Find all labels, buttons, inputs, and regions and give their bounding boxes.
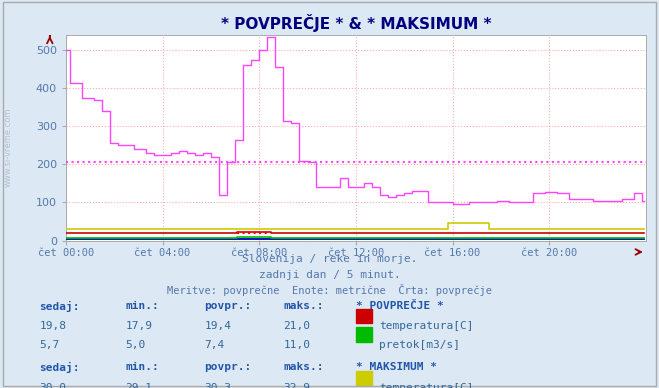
Text: 17,9: 17,9	[125, 321, 152, 331]
Text: 19,8: 19,8	[40, 321, 67, 331]
Text: 29,1: 29,1	[125, 383, 152, 388]
Text: zadnji dan / 5 minut.: zadnji dan / 5 minut.	[258, 270, 401, 280]
Text: sedaj:: sedaj:	[40, 301, 80, 312]
Text: * MAKSIMUM *: * MAKSIMUM *	[356, 362, 437, 372]
Text: 5,7: 5,7	[40, 340, 60, 350]
Text: 11,0: 11,0	[283, 340, 310, 350]
Text: Meritve: povprečne  Enote: metrične  Črta: povprečje: Meritve: povprečne Enote: metrične Črta:…	[167, 284, 492, 296]
Text: 7,4: 7,4	[204, 340, 225, 350]
Text: * POVPREČJE *: * POVPREČJE *	[356, 301, 444, 311]
Text: pretok[m3/s]: pretok[m3/s]	[379, 340, 460, 350]
Text: 5,0: 5,0	[125, 340, 146, 350]
Title: * POVPREČJE * & * MAKSIMUM *: * POVPREČJE * & * MAKSIMUM *	[221, 14, 491, 32]
Text: povpr.:: povpr.:	[204, 362, 252, 372]
Text: 19,4: 19,4	[204, 321, 231, 331]
Text: temperatura[C]: temperatura[C]	[379, 383, 473, 388]
Text: Slovenija / reke in morje.: Slovenija / reke in morje.	[242, 254, 417, 264]
Text: 30,0: 30,0	[40, 383, 67, 388]
Text: maks.:: maks.:	[283, 362, 324, 372]
Text: 32,9: 32,9	[283, 383, 310, 388]
Text: sedaj:: sedaj:	[40, 362, 80, 373]
Text: 21,0: 21,0	[283, 321, 310, 331]
Text: povpr.:: povpr.:	[204, 301, 252, 311]
Text: min.:: min.:	[125, 362, 159, 372]
Text: min.:: min.:	[125, 301, 159, 311]
Text: 30,3: 30,3	[204, 383, 231, 388]
Text: www.si-vreme.com: www.si-vreme.com	[4, 108, 13, 187]
Text: temperatura[C]: temperatura[C]	[379, 321, 473, 331]
Text: maks.:: maks.:	[283, 301, 324, 311]
